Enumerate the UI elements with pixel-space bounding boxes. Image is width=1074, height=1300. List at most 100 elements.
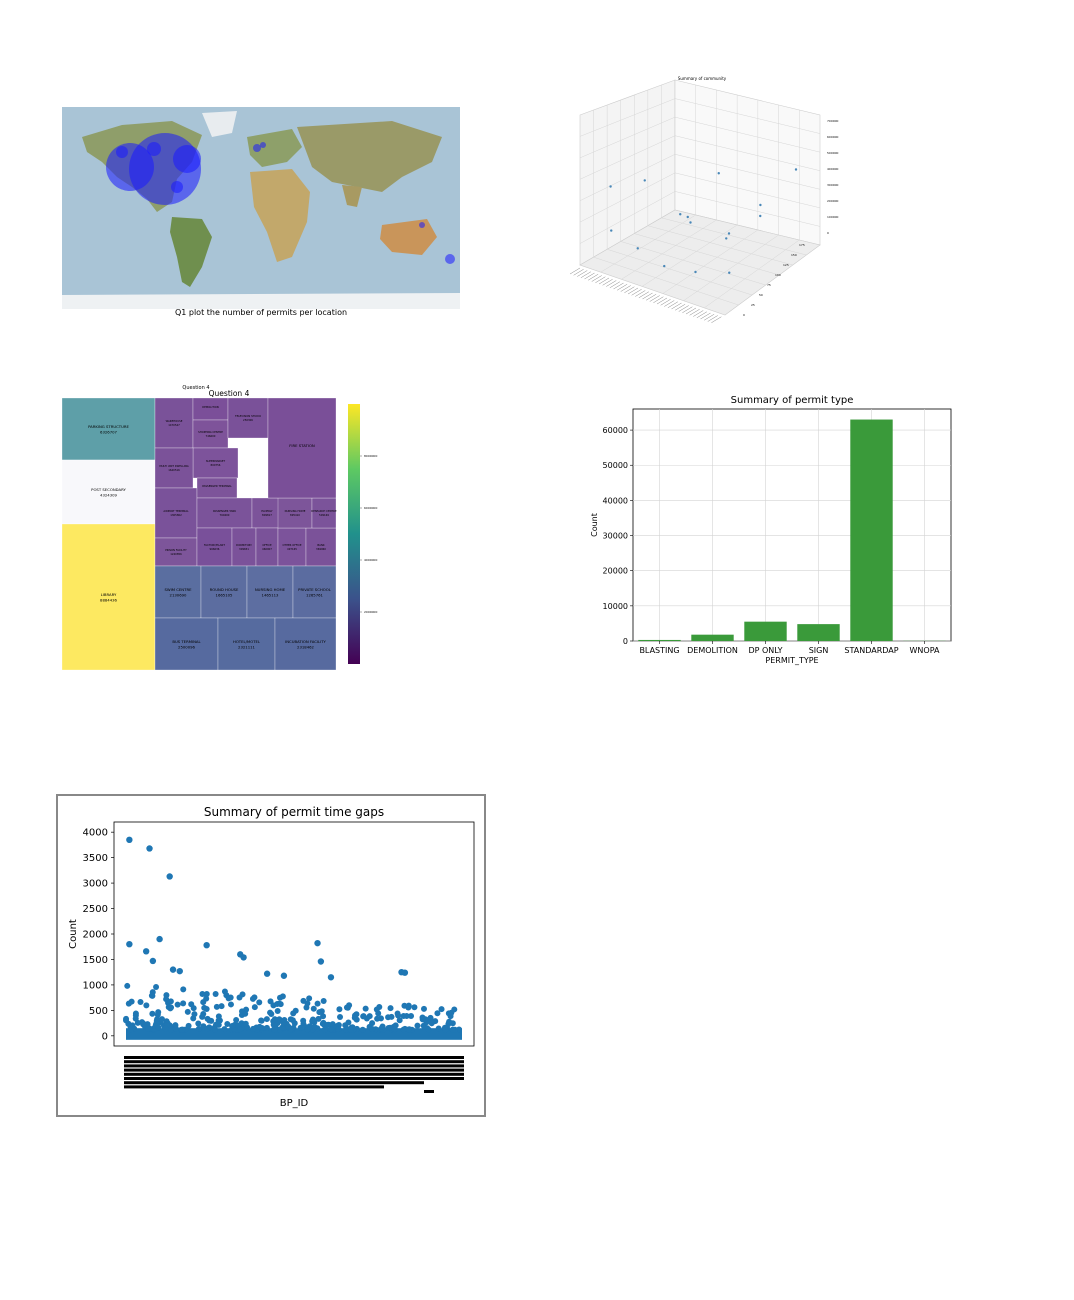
gap-x-tick-label-block [124,1077,464,1080]
gap-point [292,1007,299,1014]
treemap-chart: Question 4 Question 4 PARKING STRUCTURE6… [61,385,377,671]
gap-point [233,1016,240,1023]
treemap-tile-label: NURSING HOME [285,509,306,513]
gap-point [328,1026,335,1033]
gap-point [224,1021,231,1028]
world-map [62,107,460,309]
gap-y-tick-label: 0 [102,1031,108,1042]
x-tick-label-mark [577,270,588,277]
x-tick-label-mark [609,281,620,288]
z-tick-label: 200000 [827,199,839,203]
gap-point [353,1016,360,1023]
treemap-tile-rect [61,459,156,525]
treemap-tile-label: PARKING STRUCTURE [88,424,129,429]
x-tick-label-mark [711,316,722,323]
grid-line [579,191,676,244]
y-tick-label: 150 [791,253,797,257]
gap-point [314,939,321,947]
treemap-tile-value: 309651 [239,547,249,551]
gap-point [274,1007,281,1014]
gap-point [451,1006,458,1013]
gap-point [267,998,274,1005]
gap-point [379,1023,386,1030]
grid-line [642,224,738,287]
gap-point [176,967,183,975]
gap-point [242,1020,249,1027]
x-tick-label-mark [569,267,581,275]
treemap-tile-label: LIBRARY [101,592,117,597]
x-tick-label-mark [638,291,649,298]
treemap-tile-label: FIRE STATION [289,443,315,448]
bubble [445,254,455,264]
bar-y-tick-label: 30000 [603,532,628,541]
treemap-tile-rect [292,565,337,619]
z-tick-label: 300000 [827,183,839,187]
gap-point [360,1013,367,1020]
grid-line [579,116,676,159]
gap-x-tick-label-block [424,1090,434,1093]
gap-point [203,1005,210,1012]
gap-point [250,1025,257,1032]
gap-point [149,1010,156,1017]
y-tick-label: 0 [743,313,745,317]
gap-y-tick-label: 1000 [83,980,108,991]
bar-x-tick-label: SIGN [809,646,829,655]
colorbar-tick-label: 4000000 [364,558,377,562]
treemap-tile-value: 8884436 [100,597,117,602]
gap-point [124,982,131,989]
treemap-tile-label: ROUND HOUSE [210,587,239,592]
gap-point [169,966,177,973]
grid-line [579,135,676,180]
grid-line [579,154,676,201]
scatter3d-point [759,203,762,207]
x-tick-label-mark [653,296,664,303]
treemap-tile-rect [196,527,233,567]
gap-y-tick-label: 1500 [83,955,108,966]
x-tick-label-mark [664,300,675,307]
gap-point [271,1026,278,1033]
gap-point [153,983,160,990]
treemap-tile-rect [255,527,279,567]
australia [380,219,437,255]
y-tick-label: 50 [759,293,763,297]
gap-point [449,1026,456,1033]
bar [638,639,681,641]
gap-y-tick-label: 4000 [83,828,108,839]
gap-point [373,1006,380,1013]
gap-point [123,1017,130,1024]
treemap-tile-label: MULTI UNIT DWELLING [159,464,188,468]
floor-pane [579,209,821,316]
x-tick-label-mark [642,292,653,300]
gap-point [306,995,313,1002]
gap-x-tick-label-block [124,1060,464,1064]
z-tick-label: 600000 [827,135,839,139]
gap-point [239,991,246,998]
treemap-tile-label: PASSENGER TANK [213,509,236,513]
treemap-tile-rect [192,419,229,449]
treemap-tile-label: SWIM CENTRE [164,587,192,592]
grid-line [661,217,807,256]
gap-x-tick-label-block [124,1068,464,1072]
treemap-tile-rect [277,527,307,567]
gap-point [311,1023,318,1030]
z-tick-label: 400000 [827,167,839,171]
gap-point [211,1026,218,1033]
gap-point [145,1026,152,1033]
gap-point [195,1020,202,1027]
treemap-tile-value: 1240856 [170,552,182,556]
grid-line [621,219,717,280]
gap-point [414,1022,421,1029]
gap-point [300,997,307,1004]
gap-x-axis-label: BP_ID [280,1098,309,1109]
treemap-tile-label: OFFICE [262,543,272,547]
treemap-tile-rect [154,537,198,567]
x-tick-label-mark [671,302,682,310]
greenland [202,111,237,137]
scatter3d-chart: Summary of community 0 100000 200000 300000… [569,76,839,323]
